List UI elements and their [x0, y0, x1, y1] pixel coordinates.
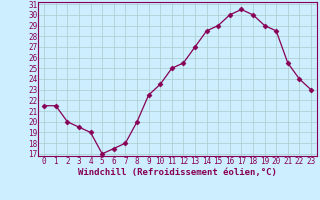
- X-axis label: Windchill (Refroidissement éolien,°C): Windchill (Refroidissement éolien,°C): [78, 168, 277, 177]
